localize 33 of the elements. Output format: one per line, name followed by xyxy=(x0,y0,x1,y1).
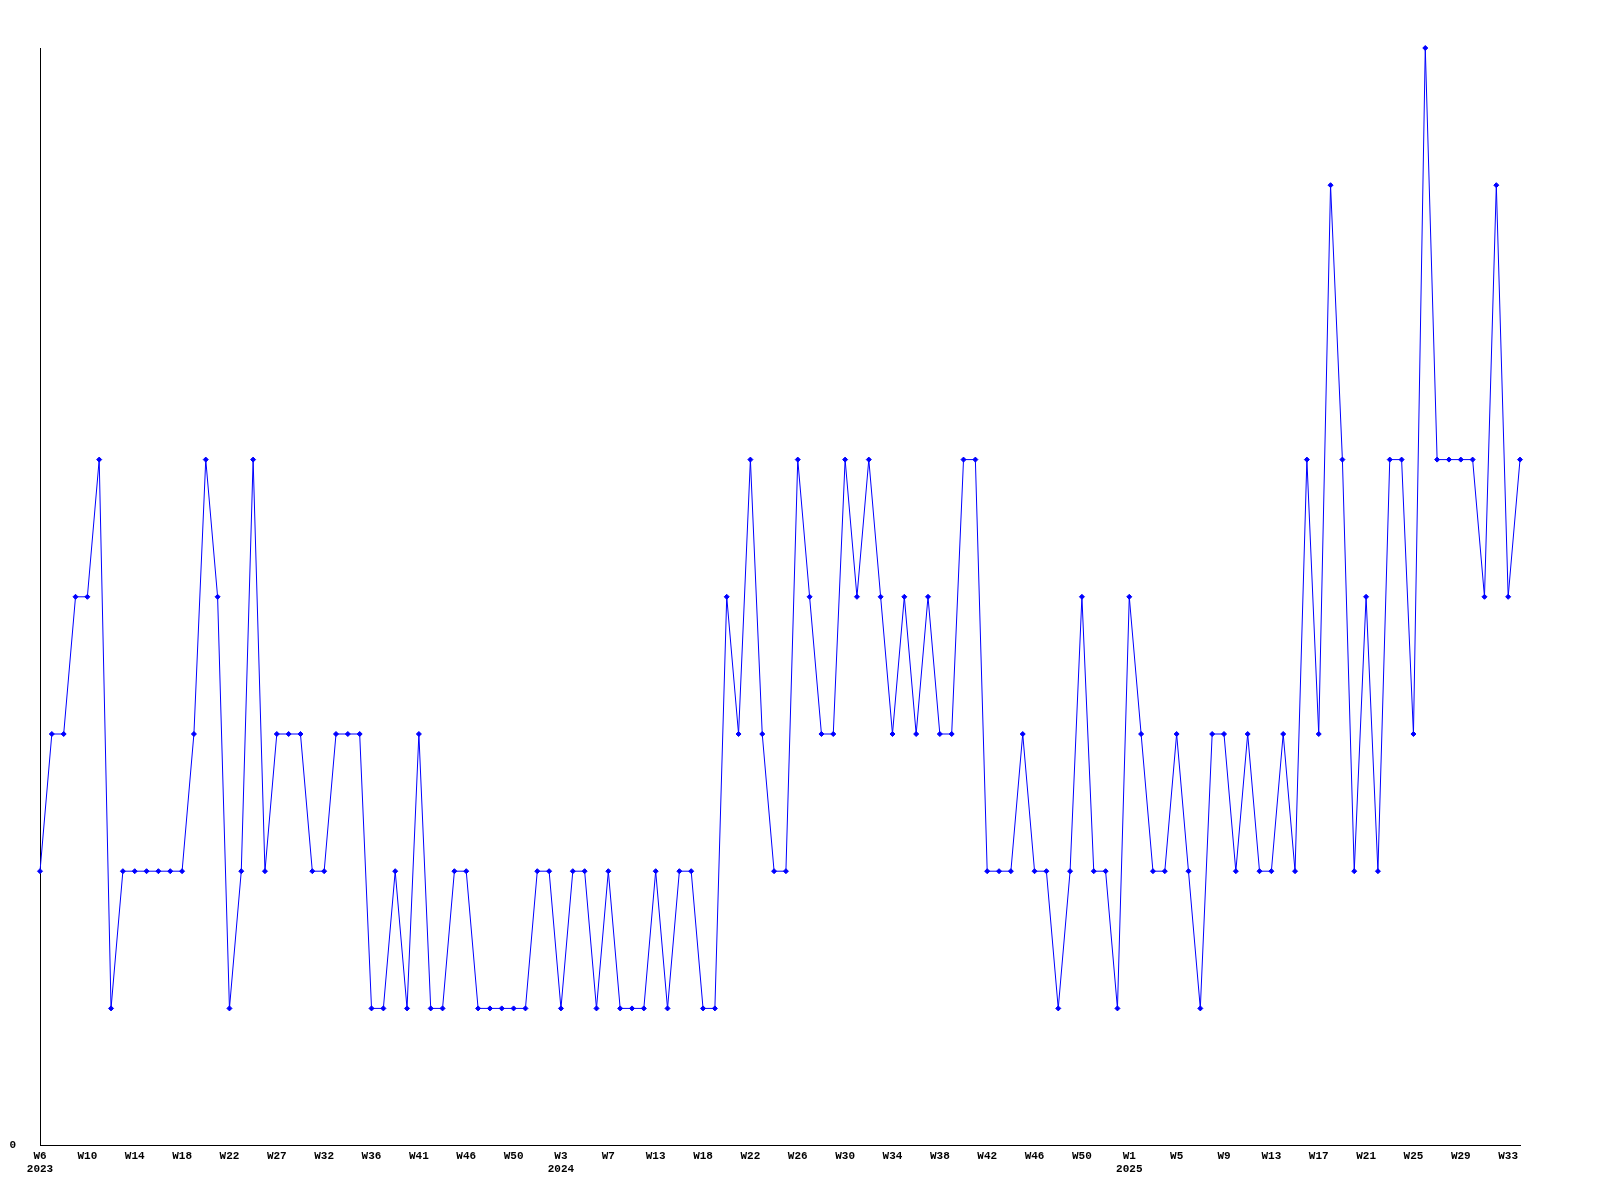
x-tick-label: W18 xyxy=(693,1149,714,1162)
x-tick-label: W25 xyxy=(1403,1149,1424,1162)
x-tick-label: W17 xyxy=(1308,1149,1329,1162)
x-tick-label: W1 2025 xyxy=(1116,1149,1143,1176)
x-tick-label: W42 xyxy=(977,1149,998,1162)
x-tick-label: W6 2023 xyxy=(26,1149,54,1176)
x-tick-label: W22 xyxy=(740,1149,761,1162)
x-tick-label: W27 xyxy=(266,1149,287,1162)
x-tick-label: W9 xyxy=(1217,1149,1231,1162)
x-tick-label: W14 xyxy=(124,1149,146,1162)
x-tick-label: W38 xyxy=(929,1149,951,1162)
x-tick-label: W10 xyxy=(77,1149,98,1162)
x-tick-label: W41 xyxy=(408,1149,430,1162)
x-tick-label: W32 xyxy=(314,1149,335,1162)
x-tick-label: W13 xyxy=(1261,1149,1282,1162)
x-tick-label: W36 xyxy=(361,1149,382,1162)
x-tick-label: W46 xyxy=(456,1149,477,1162)
text: 0 xyxy=(9,1139,16,1152)
x-tick-label: W13 xyxy=(645,1149,666,1162)
x-tick-label: W34 xyxy=(882,1149,903,1162)
x-tick-label: W50 xyxy=(503,1149,524,1162)
x-tick-label: W29 xyxy=(1450,1149,1471,1162)
x-tick-label: W3 2024 xyxy=(547,1149,575,1176)
x-tick-label: W50 xyxy=(1072,1149,1092,1162)
x-tick-label: W30 xyxy=(835,1149,856,1162)
x-tick-label: W5 xyxy=(1170,1149,1184,1162)
x-tick-label: W7 xyxy=(601,1149,615,1162)
x-tick-label: W46 xyxy=(1024,1149,1045,1162)
x-tick-label: W26 xyxy=(787,1149,808,1162)
x-tick-label: W33 xyxy=(1498,1149,1519,1162)
x-tick-label: W21 xyxy=(1356,1149,1377,1162)
x-tick-label: W18 xyxy=(172,1149,193,1162)
x-tick-label: W22 xyxy=(219,1149,240,1162)
